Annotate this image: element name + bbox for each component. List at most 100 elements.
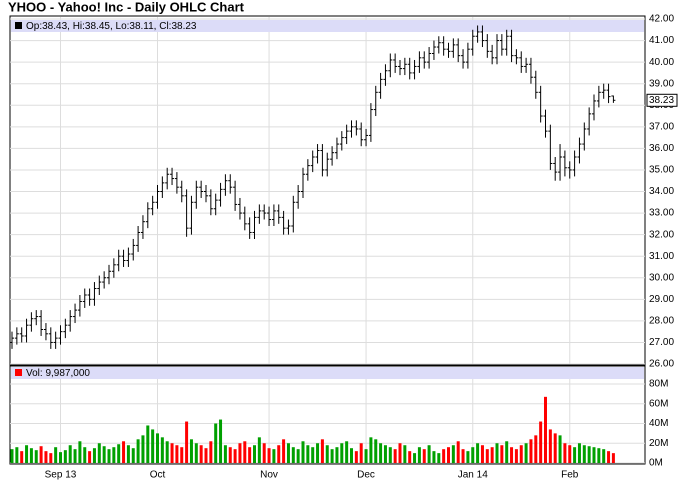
ohlc-legend: Op:38.43, Hi:38.45, Lo:38.11, Cl:38.23 xyxy=(26,21,197,32)
x-tick-label: Oct xyxy=(150,470,166,481)
y2-tick-label: 20M xyxy=(649,438,668,449)
y-tick-label: 39.00 xyxy=(649,78,674,89)
volume-bar xyxy=(54,447,58,463)
y2-tick-label: 0M xyxy=(649,458,663,469)
volume-bar xyxy=(25,445,29,463)
volume-bar xyxy=(185,421,189,463)
volume-bar xyxy=(451,445,455,463)
y-tick-label: 42.00 xyxy=(649,14,674,25)
volume-bar xyxy=(228,447,232,463)
volume-bar xyxy=(238,443,242,463)
volume-bar xyxy=(548,429,552,463)
volume-bar xyxy=(422,449,426,463)
volume-bar xyxy=(92,448,96,463)
volume-bar xyxy=(165,441,169,463)
volume-bar xyxy=(471,447,475,463)
volume-bar xyxy=(233,449,237,463)
volume-bar xyxy=(456,441,460,463)
volume-bar xyxy=(78,441,82,463)
volume-bar xyxy=(146,425,150,463)
x-tick-label: Dec xyxy=(357,470,375,481)
volume-bar xyxy=(514,449,518,463)
volume-bar xyxy=(505,441,509,463)
volume-legend: Vol: 9,987,000 xyxy=(26,368,90,379)
volume-bar xyxy=(432,451,436,463)
volume-bar xyxy=(500,445,504,463)
y-tick-label: 36.00 xyxy=(649,143,674,154)
last-price-label: 38.23 xyxy=(649,95,674,106)
volume-bar xyxy=(417,447,421,463)
y-tick-label: 34.00 xyxy=(649,186,674,197)
volume-bar xyxy=(563,443,567,463)
volume-bar xyxy=(39,446,43,463)
volume-bar xyxy=(359,443,363,463)
volume-bar xyxy=(330,449,334,463)
volume-bar xyxy=(219,419,223,463)
volume-bar xyxy=(63,450,67,463)
legend-band xyxy=(11,367,644,379)
volume-bar xyxy=(141,435,145,463)
x-tick-label: Jan 14 xyxy=(458,470,488,481)
volume-bar xyxy=(519,445,523,463)
volume-bar xyxy=(403,445,407,463)
volume-bar xyxy=(223,445,227,463)
y2-tick-label: 60M xyxy=(649,398,668,409)
chart-title: YHOO - Yahoo! Inc - Daily OHLC Chart xyxy=(8,0,245,14)
volume-bar xyxy=(393,449,397,463)
volume-bar xyxy=(151,429,155,463)
volume-bar xyxy=(88,451,92,463)
legend-band xyxy=(11,20,644,32)
volume-bar xyxy=(291,447,295,463)
volume-bar xyxy=(573,447,577,463)
volume-bar xyxy=(286,443,290,463)
volume-bar xyxy=(597,448,601,463)
volume-bar xyxy=(199,445,203,463)
volume-bar xyxy=(257,437,261,463)
volume-bar xyxy=(34,450,38,463)
volume-bar xyxy=(316,443,320,463)
y-tick-label: 41.00 xyxy=(649,35,674,46)
volume-bar xyxy=(335,447,339,463)
volume-bar xyxy=(485,449,489,463)
volume-bar xyxy=(267,448,271,463)
volume-bar xyxy=(296,449,300,463)
volume-bar xyxy=(388,447,392,463)
volume-bar xyxy=(354,451,358,463)
volume-bar xyxy=(447,447,450,463)
volume-bar xyxy=(587,446,591,463)
price-panel xyxy=(9,15,646,366)
volume-bar xyxy=(607,451,611,463)
volume-bar xyxy=(189,439,193,463)
legend-swatch xyxy=(15,369,22,376)
volume-bar xyxy=(117,444,121,463)
volume-bar xyxy=(306,445,310,463)
y-tick-label: 29.00 xyxy=(649,294,674,305)
volume-bar xyxy=(83,447,87,463)
volume-bar xyxy=(253,445,256,463)
last-price-box xyxy=(646,93,678,107)
volume-bar xyxy=(44,451,48,463)
volume-bar xyxy=(480,445,484,463)
volume-bar xyxy=(534,435,538,463)
y-tick-label: 33.00 xyxy=(649,208,674,219)
volume-bar xyxy=(398,443,402,463)
volume-bar xyxy=(320,439,324,463)
y-tick-label: 27.00 xyxy=(649,337,674,348)
volume-bar xyxy=(262,443,266,463)
volume-bar xyxy=(379,443,383,463)
volume-bar xyxy=(20,451,24,463)
volume-bar xyxy=(577,443,581,463)
legend-swatch xyxy=(15,22,22,29)
volume-bar xyxy=(427,445,431,463)
y2-tick-label: 40M xyxy=(649,418,668,429)
y-tick-label: 37.00 xyxy=(649,121,674,132)
volume-bar xyxy=(277,445,281,463)
volume-bar xyxy=(544,396,547,463)
volume-bar xyxy=(68,445,72,463)
volume-bar xyxy=(592,447,596,463)
volume-bar xyxy=(311,447,315,463)
volume-bar xyxy=(553,433,557,463)
volume-bar xyxy=(437,453,441,463)
x-tick-label: Sep 13 xyxy=(45,470,77,481)
volume-bar xyxy=(10,449,14,463)
